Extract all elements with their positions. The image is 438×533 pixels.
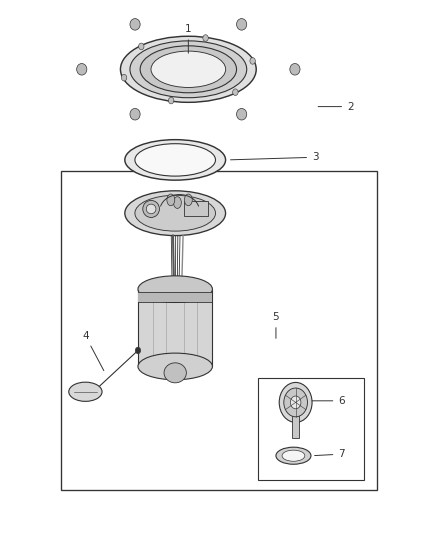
Ellipse shape [167, 194, 175, 206]
Ellipse shape [143, 200, 159, 217]
Ellipse shape [284, 388, 307, 417]
Ellipse shape [120, 36, 256, 102]
Ellipse shape [290, 63, 300, 75]
Ellipse shape [237, 19, 247, 30]
Bar [258, 378, 364, 480]
Ellipse shape [135, 195, 215, 231]
Ellipse shape [164, 363, 187, 383]
Bar [138, 292, 212, 303]
Ellipse shape [138, 276, 212, 303]
Ellipse shape [233, 89, 238, 95]
Ellipse shape [138, 43, 144, 50]
Ellipse shape [130, 19, 140, 30]
Bar [184, 201, 208, 216]
Text: 4: 4 [82, 331, 104, 370]
Ellipse shape [135, 144, 215, 176]
Ellipse shape [279, 383, 312, 422]
Bar [293, 414, 299, 438]
Ellipse shape [282, 450, 305, 461]
Text: 3: 3 [230, 152, 319, 162]
Ellipse shape [237, 108, 247, 120]
Bar [61, 171, 377, 490]
Ellipse shape [138, 353, 212, 379]
Bar [138, 289, 212, 367]
Ellipse shape [121, 75, 127, 81]
Ellipse shape [151, 51, 226, 87]
Ellipse shape [130, 41, 247, 98]
Ellipse shape [250, 58, 255, 64]
Ellipse shape [77, 63, 87, 75]
Text: 1: 1 [185, 25, 192, 53]
Ellipse shape [125, 140, 226, 180]
Ellipse shape [173, 197, 181, 208]
Ellipse shape [130, 108, 140, 120]
Ellipse shape [146, 204, 156, 214]
Text: 7: 7 [314, 449, 345, 459]
Text: 2: 2 [318, 102, 354, 111]
Ellipse shape [184, 194, 192, 206]
Ellipse shape [69, 382, 102, 401]
Ellipse shape [125, 191, 226, 236]
Circle shape [135, 348, 141, 354]
Ellipse shape [203, 35, 208, 42]
Ellipse shape [168, 97, 174, 104]
Ellipse shape [276, 447, 311, 464]
Ellipse shape [290, 396, 301, 409]
Text: 6: 6 [312, 396, 345, 406]
Ellipse shape [140, 46, 237, 93]
Text: 5: 5 [272, 312, 279, 338]
